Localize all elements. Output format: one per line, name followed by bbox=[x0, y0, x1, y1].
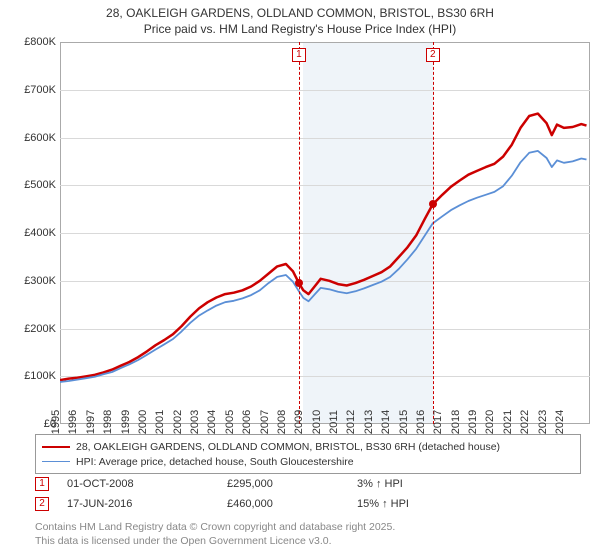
y-tick-label: £500K bbox=[12, 179, 56, 191]
y-tick-label: £600K bbox=[12, 132, 56, 144]
x-tick-label: 2012 bbox=[345, 410, 357, 434]
transaction-row: 2 17-JUN-2016 £460,000 15% ↑ HPI bbox=[35, 494, 581, 514]
transaction-price: £460,000 bbox=[227, 498, 357, 510]
x-tick-label: 2022 bbox=[519, 410, 531, 434]
transaction-price: £295,000 bbox=[227, 478, 357, 490]
transaction-pct: 15% ↑ HPI bbox=[357, 498, 477, 510]
legend-swatch bbox=[42, 446, 70, 448]
x-tick-label: 2013 bbox=[363, 410, 375, 434]
transaction-row: 1 01-OCT-2008 £295,000 3% ↑ HPI bbox=[35, 474, 581, 494]
x-tick-label: 2017 bbox=[432, 410, 444, 434]
transaction-date: 17-JUN-2016 bbox=[67, 498, 227, 510]
legend-box: 28, OAKLEIGH GARDENS, OLDLAND COMMON, BR… bbox=[35, 434, 581, 474]
marker-badge: 2 bbox=[35, 497, 49, 511]
y-tick-label: £400K bbox=[12, 227, 56, 239]
legend-row: HPI: Average price, detached house, Sout… bbox=[42, 454, 574, 469]
series-line-hpi bbox=[60, 151, 587, 382]
y-tick-label: £800K bbox=[12, 36, 56, 48]
attribution-line: This data is licensed under the Open Gov… bbox=[35, 534, 581, 548]
x-tick-label: 1996 bbox=[67, 410, 79, 434]
marker-vline bbox=[299, 42, 300, 424]
x-tick-label: 2007 bbox=[259, 410, 271, 434]
transactions-block: 1 01-OCT-2008 £295,000 3% ↑ HPI 2 17-JUN… bbox=[35, 474, 581, 514]
y-tick-label: £200K bbox=[12, 323, 56, 335]
marker-dot bbox=[429, 200, 437, 208]
chart-area: 12 £0£100K£200K£300K£400K£500K£600K£700K… bbox=[60, 42, 590, 424]
x-tick-label: 2005 bbox=[224, 410, 236, 434]
x-tick-label: 2008 bbox=[276, 410, 288, 434]
x-tick-label: 2020 bbox=[484, 410, 496, 434]
x-tick-label: 2011 bbox=[328, 410, 340, 434]
legend-swatch bbox=[42, 461, 70, 462]
x-tick-label: 2009 bbox=[293, 410, 305, 434]
marker-number-box: 2 bbox=[426, 48, 440, 62]
x-tick-label: 1998 bbox=[102, 410, 114, 434]
x-tick-label: 1999 bbox=[120, 410, 132, 434]
y-tick-label: £100K bbox=[12, 370, 56, 382]
legend-row: 28, OAKLEIGH GARDENS, OLDLAND COMMON, BR… bbox=[42, 439, 574, 454]
x-labels: 1995 1996 1997 1998 1999 2000 2001 2002 2003 2004… bbox=[50, 392, 580, 432]
x-tick-label: 2019 bbox=[467, 410, 479, 434]
marker-number-box: 1 bbox=[292, 48, 306, 62]
x-tick-label: 2024 bbox=[554, 410, 566, 434]
x-tick-label: 2010 bbox=[311, 410, 323, 434]
x-tick-label: 2003 bbox=[189, 410, 201, 434]
x-tick-label: 2018 bbox=[450, 410, 462, 434]
title-address: 28, OAKLEIGH GARDENS, OLDLAND COMMON, BR… bbox=[10, 6, 590, 20]
attribution: Contains HM Land Registry data © Crown c… bbox=[35, 520, 581, 548]
x-tick-label: 2006 bbox=[241, 410, 253, 434]
marker-dot bbox=[295, 279, 303, 287]
legend-label: HPI: Average price, detached house, Sout… bbox=[76, 456, 354, 468]
y-tick-label: £700K bbox=[12, 84, 56, 96]
x-tick-label: 2000 bbox=[137, 410, 149, 434]
marker-vline bbox=[433, 42, 434, 424]
x-tick-label: 2014 bbox=[380, 410, 392, 434]
series-line-price_paid bbox=[60, 114, 587, 381]
x-tick-label: 2023 bbox=[537, 410, 549, 434]
x-tick-label: 2021 bbox=[502, 410, 514, 434]
attribution-line: Contains HM Land Registry data © Crown c… bbox=[35, 520, 581, 534]
transaction-date: 01-OCT-2008 bbox=[67, 478, 227, 490]
title-block: 28, OAKLEIGH GARDENS, OLDLAND COMMON, BR… bbox=[10, 6, 590, 36]
x-tick-label: 2015 bbox=[398, 410, 410, 434]
x-tick-label: 2001 bbox=[154, 410, 166, 434]
y-tick-label: £300K bbox=[12, 275, 56, 287]
x-tick-label: 2002 bbox=[172, 410, 184, 434]
chart-container: 28, OAKLEIGH GARDENS, OLDLAND COMMON, BR… bbox=[0, 0, 600, 560]
transaction-pct: 3% ↑ HPI bbox=[357, 478, 477, 490]
x-tick-label: 1995 bbox=[50, 410, 62, 434]
title-subtitle: Price paid vs. HM Land Registry's House … bbox=[10, 22, 590, 36]
x-tick-label: 2016 bbox=[415, 410, 427, 434]
x-tick-label: 2004 bbox=[206, 410, 218, 434]
x-tick-label: 1997 bbox=[85, 410, 97, 434]
line-svg bbox=[60, 42, 590, 424]
legend-label: 28, OAKLEIGH GARDENS, OLDLAND COMMON, BR… bbox=[76, 441, 500, 453]
marker-badge: 1 bbox=[35, 477, 49, 491]
